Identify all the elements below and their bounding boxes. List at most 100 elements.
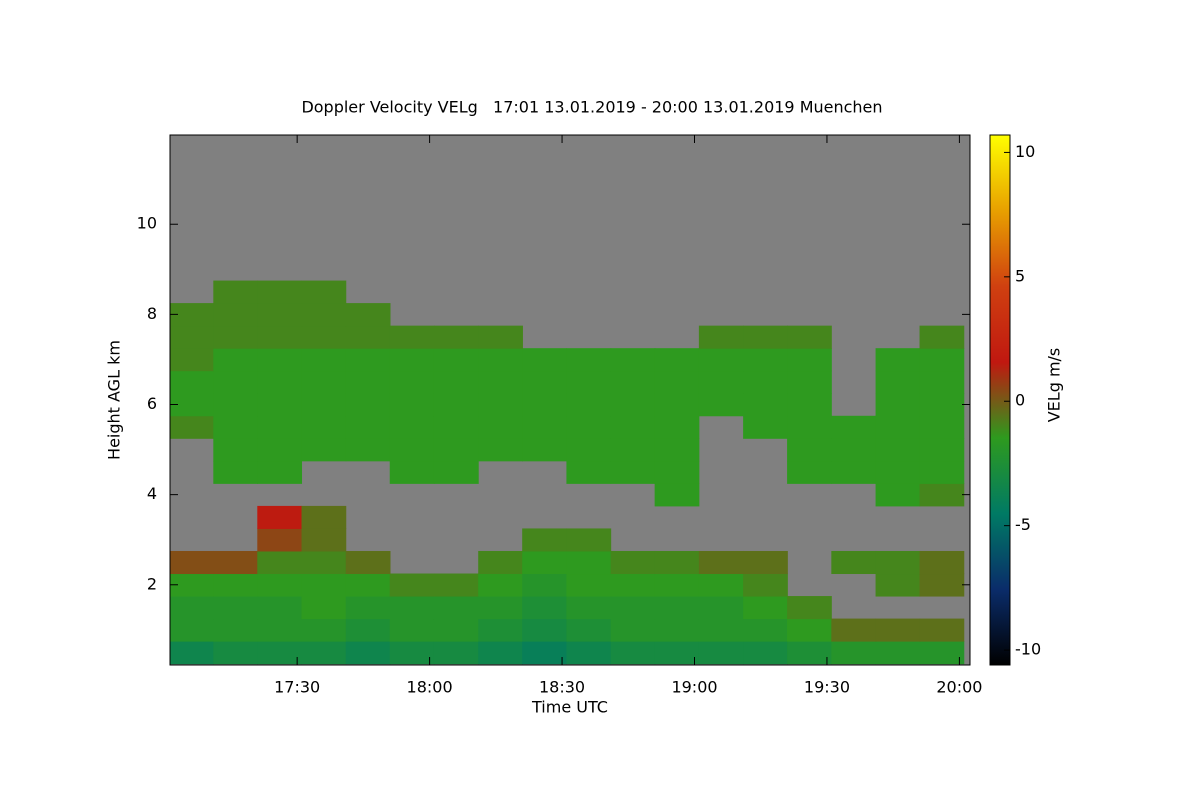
heatmap-cell [610,550,656,575]
heatmap-cell [433,596,479,620]
heatmap-cell [170,641,214,665]
heatmap-cell [566,573,612,597]
heatmap-cell [478,415,523,439]
x-tick-label: 19:00 [671,678,717,697]
heatmap-cell [875,641,921,665]
x-tick-label: 17:30 [274,678,320,697]
heatmap-cell [919,550,965,575]
heatmap-cell [170,370,214,394]
heatmap-cell [831,460,877,484]
heatmap-cell [301,596,347,620]
heatmap-cell [566,528,612,552]
heatmap-cell [522,550,567,575]
heatmap-cell [654,618,700,642]
heatmap-cell [389,618,435,642]
heatmap-cell [698,325,744,349]
heatmap-cell [743,415,788,439]
heatmap-cell [301,303,347,327]
heatmap-cell [301,528,347,552]
heatmap-cell [433,415,479,439]
heatmap-cell [787,596,832,620]
heatmap-cell [170,325,214,349]
heatmap-cell [345,618,391,642]
heatmap-cell [566,370,612,394]
heatmap-cell [257,438,303,462]
heatmap-cell [433,438,479,462]
heatmap-cell [213,596,259,620]
heatmap-cell [301,415,347,439]
heatmap-cell [433,393,479,417]
heatmap-cell [522,370,567,394]
colorbar-tick-label: 5 [1015,266,1025,285]
x-tick-label: 19:30 [804,678,850,697]
heatmap-cell [478,618,523,642]
heatmap-cell [257,348,303,372]
heatmap-cell [610,596,656,620]
heatmap-cell [522,618,567,642]
heatmap [170,280,965,665]
heatmap-cell [345,303,391,327]
heatmap-cell [875,415,921,439]
heatmap-cell [610,415,656,439]
heatmap-cell [875,348,921,372]
heatmap-cell [257,550,303,575]
heatmap-cell [478,438,523,462]
heatmap-cell [566,641,612,665]
heatmap-cell [345,325,391,349]
colorbar [989,134,1011,666]
heatmap-cell [787,393,832,417]
heatmap-cell [213,303,259,327]
heatmap-cell [522,596,567,620]
heatmap-cell [743,393,788,417]
heatmap-cell [610,348,656,372]
heatmap-cell [787,415,832,439]
x-tick-label: 18:00 [407,678,453,697]
heatmap-cell [787,618,832,642]
heatmap-cell [213,325,259,349]
heatmap-cell [301,573,347,597]
heatmap-cell [170,415,214,439]
heatmap-cell [170,596,214,620]
heatmap-cell [875,393,921,417]
heatmap-cell [654,483,700,507]
heatmap-cell [610,641,656,665]
colorbar-tick-label: 0 [1015,391,1025,410]
heatmap-cell [170,303,214,327]
heatmap-cell [345,370,391,394]
heatmap-cell [654,641,700,665]
heatmap-cell [831,641,877,665]
heatmap-cell [522,415,567,439]
heatmap-cell [301,618,347,642]
heatmap-cell [257,460,303,484]
heatmap-cell [257,415,303,439]
heatmap-cell [743,618,788,642]
heatmap-cell [478,393,523,417]
heatmap-cell [213,348,259,372]
heatmap-cell [478,348,523,372]
heatmap-cell [698,641,744,665]
heatmap-cell [875,370,921,394]
heatmap-cell [566,348,612,372]
heatmap-cell [345,573,391,597]
heatmap-cell [610,460,656,484]
heatmap-cell [389,573,435,597]
heatmap-cell [654,348,700,372]
y-tick-label: 6 [147,394,157,413]
heatmap-cell [213,618,259,642]
heatmap-cell [213,438,259,462]
heatmap-cell [831,438,877,462]
heatmap-cell [478,370,523,394]
heatmap-cell [610,393,656,417]
heatmap-cell [522,641,567,665]
heatmap-cell [433,370,479,394]
heatmap-cell [170,393,214,417]
heatmap-cell [478,325,523,349]
heatmap-cell [389,393,435,417]
heatmap-cell [566,415,612,439]
heatmap-cell [213,641,259,665]
heatmap-cell [213,393,259,417]
heatmap-cell [301,641,347,665]
heatmap-cell [919,393,965,417]
heatmap-cell [654,573,700,597]
